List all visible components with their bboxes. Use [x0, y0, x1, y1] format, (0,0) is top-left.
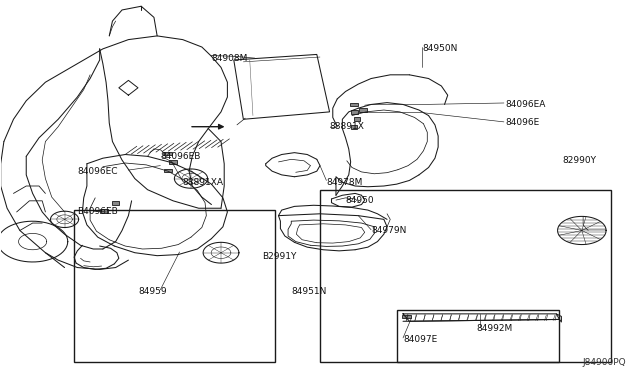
Bar [354, 118, 360, 121]
Text: 84992M: 84992M [476, 324, 513, 333]
Text: J84900PQ: J84900PQ [583, 358, 627, 367]
Text: 84979N: 84979N [371, 226, 406, 235]
Text: 84950: 84950 [346, 196, 374, 205]
Text: 84951N: 84951N [291, 287, 326, 296]
Bar [100, 209, 108, 213]
Text: 82990Y: 82990Y [563, 155, 596, 164]
Bar [164, 151, 172, 155]
Text: 84978M: 84978M [326, 178, 363, 187]
Bar [164, 169, 172, 172]
Text: 84950N: 84950N [422, 44, 458, 53]
Text: B4096EB: B4096EB [77, 208, 118, 217]
Bar [351, 110, 358, 114]
Bar [320, 190, 611, 362]
Text: 84908M: 84908M [211, 54, 248, 62]
Bar [359, 108, 367, 112]
Text: 88891X: 88891X [330, 122, 364, 131]
Bar [350, 103, 358, 106]
Text: 84097E: 84097E [403, 335, 437, 344]
Text: 84096EA: 84096EA [505, 100, 545, 109]
Bar [351, 125, 357, 129]
Bar [397, 310, 559, 362]
Text: 84959: 84959 [138, 287, 166, 296]
Bar [170, 160, 177, 164]
Bar [74, 210, 275, 362]
Text: B2991Y: B2991Y [262, 252, 297, 261]
Bar [112, 201, 120, 205]
Text: 88891XA: 88891XA [182, 178, 224, 187]
Bar [403, 315, 412, 318]
Text: 84096EB: 84096EB [161, 152, 201, 161]
Text: 84096E: 84096E [505, 119, 540, 128]
Text: 84096EC: 84096EC [77, 167, 118, 176]
